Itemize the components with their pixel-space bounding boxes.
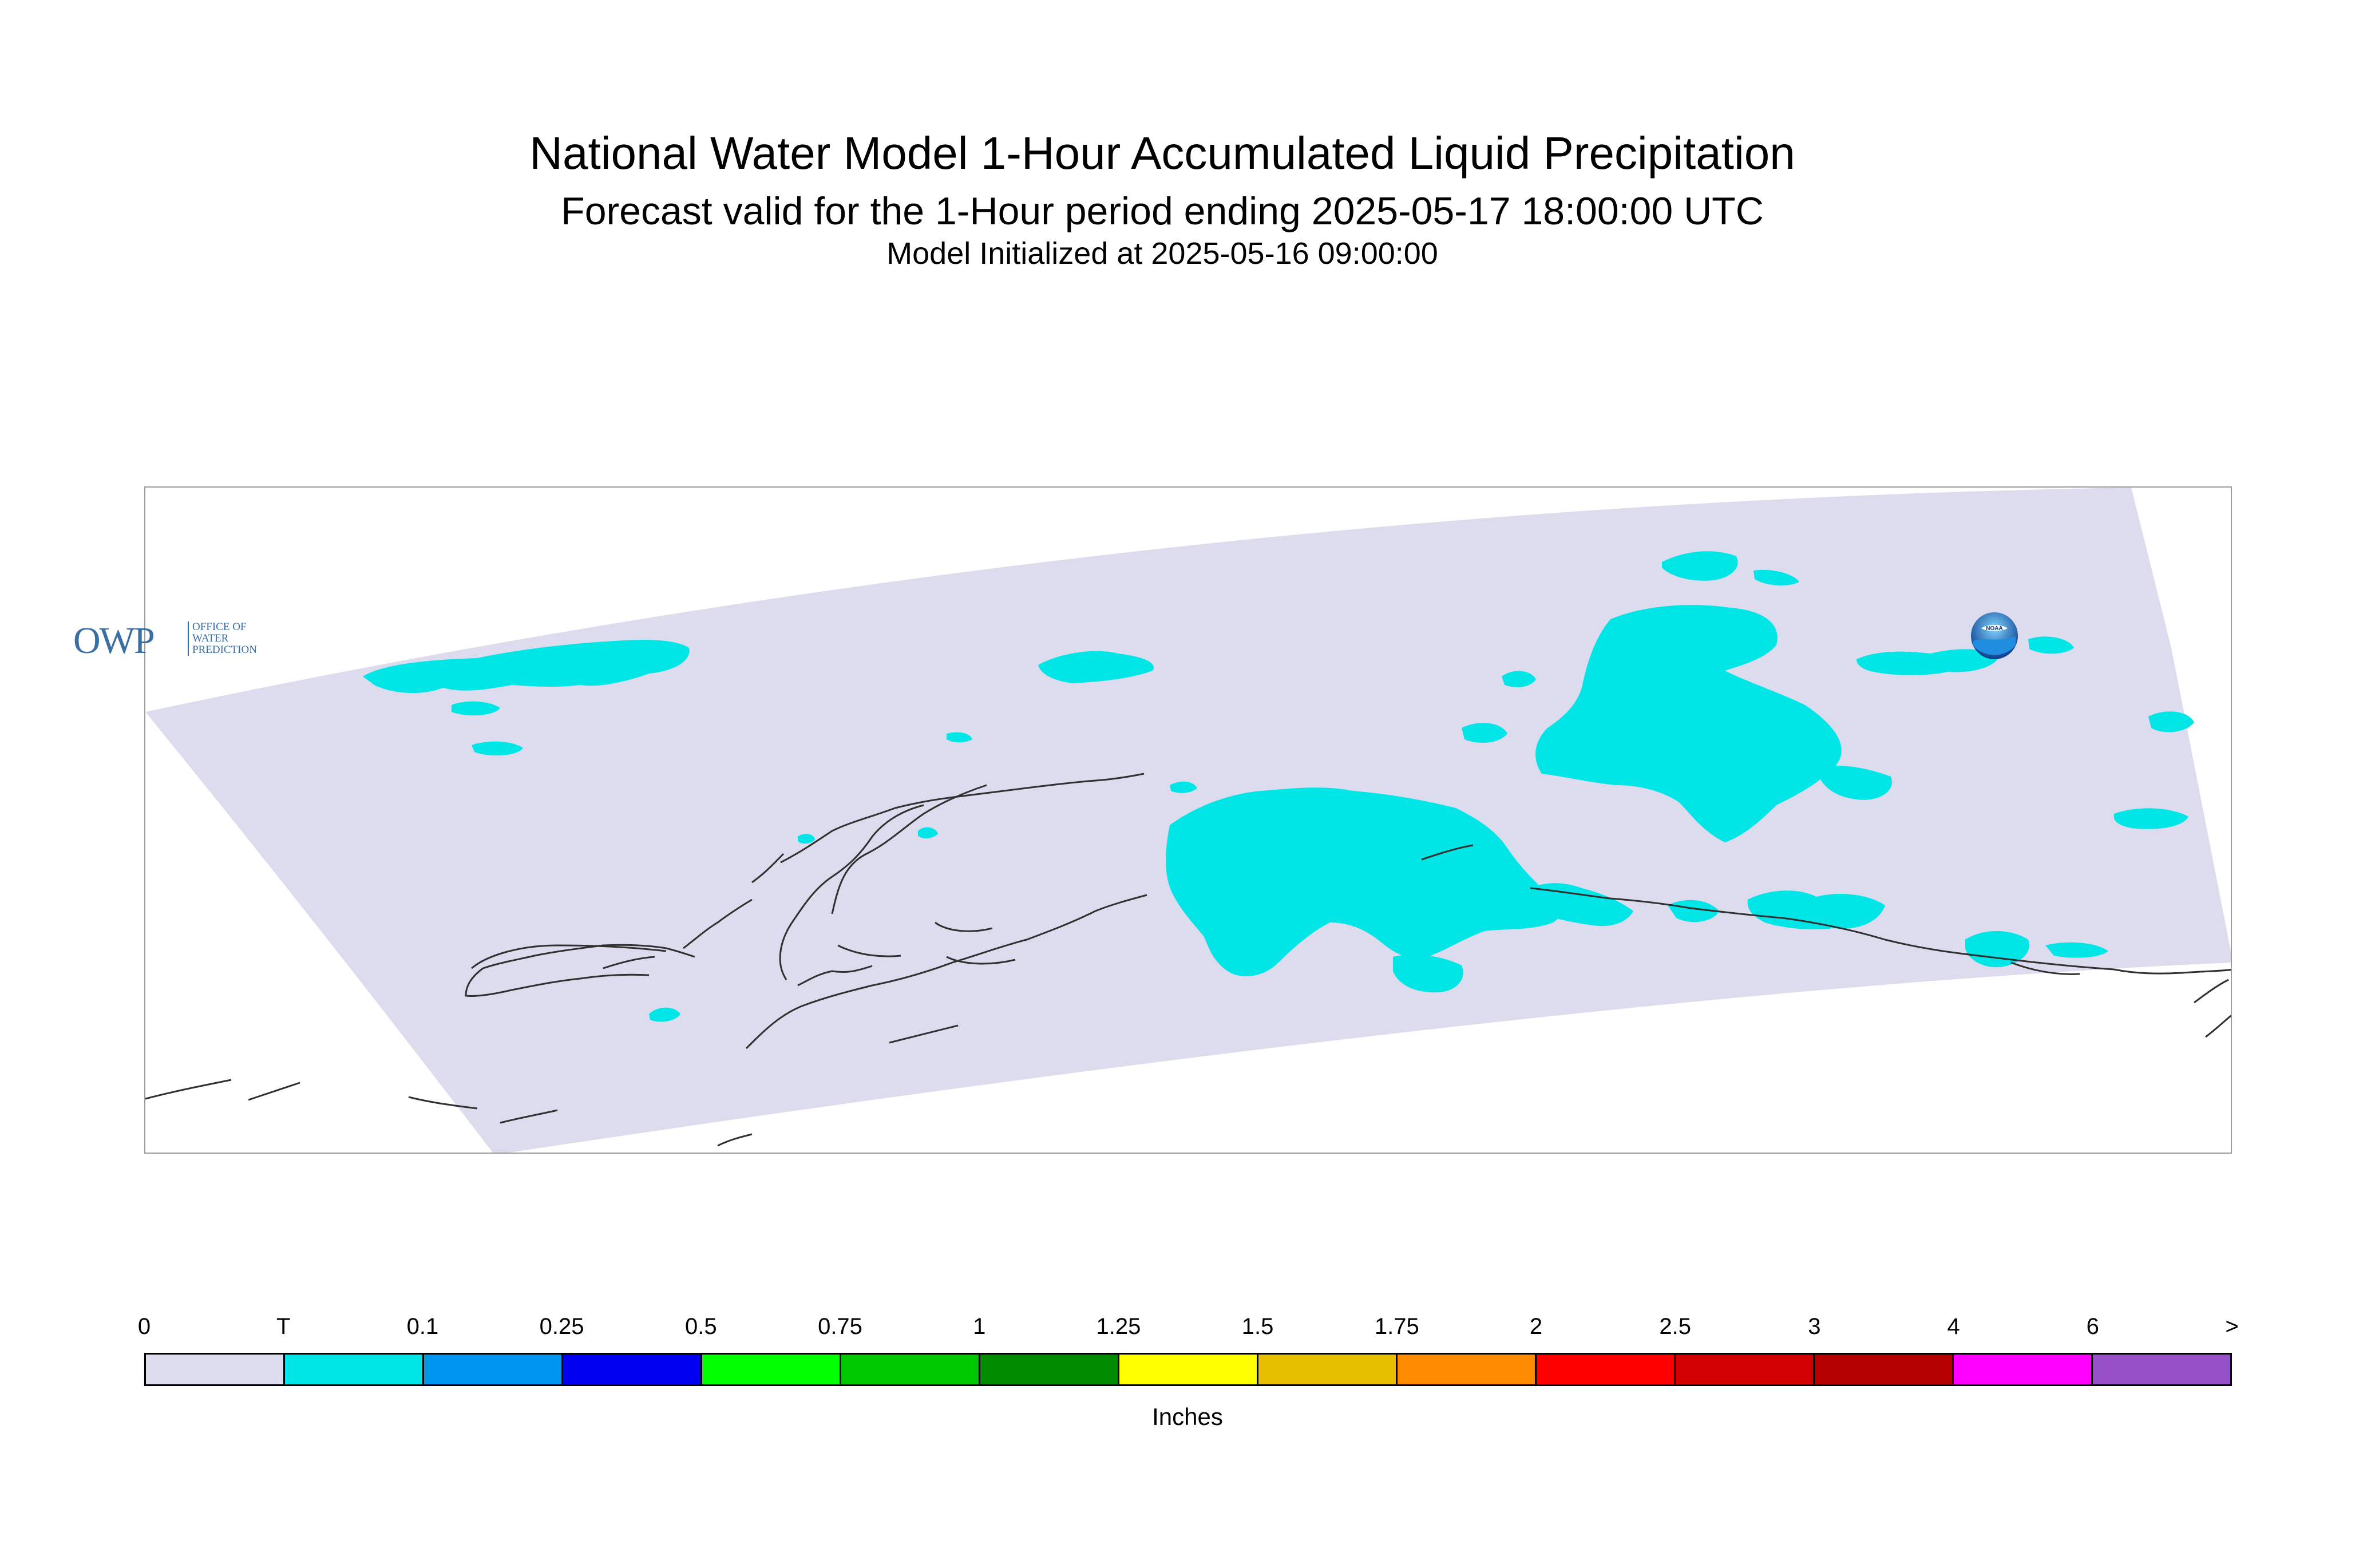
legend-swatch bbox=[1954, 1355, 2093, 1384]
model-init-line: Model Initialized at 2025-05-16 09:00:00 bbox=[886, 236, 1438, 271]
precip-map bbox=[145, 488, 2231, 1153]
map-subtitle: Forecast valid for the 1-Hour period end… bbox=[561, 189, 1764, 233]
legend-swatch bbox=[1119, 1355, 1258, 1384]
legend-tick-label: 6 bbox=[2086, 1314, 2099, 1339]
legend-tick-label: 2.5 bbox=[1659, 1314, 1691, 1339]
coastlines bbox=[145, 773, 2231, 1147]
svg-text:NOAA: NOAA bbox=[1986, 625, 2002, 632]
legend-color-bar bbox=[144, 1353, 2232, 1386]
trace-precip-areas bbox=[363, 551, 2194, 1022]
legend-swatch bbox=[424, 1355, 563, 1384]
legend-swatch bbox=[702, 1355, 841, 1384]
legend-swatch bbox=[146, 1355, 285, 1384]
legend-swatch bbox=[841, 1355, 980, 1384]
legend-swatch bbox=[2093, 1355, 2230, 1384]
map-panel bbox=[144, 486, 2232, 1154]
legend-tick-label: > bbox=[2225, 1314, 2239, 1339]
legend-swatch bbox=[1815, 1355, 1954, 1384]
owp-logo-letters: OWP bbox=[73, 620, 155, 662]
legend-unit-label: Inches bbox=[1152, 1403, 1223, 1430]
legend-tick-label: 1.5 bbox=[1241, 1314, 1274, 1339]
legend-tick-label: 0.1 bbox=[406, 1314, 439, 1339]
color-legend: 0 T 0.1 0.25 0.5 0.75 1 1.25 1.5 1.75 2 2.5 3 4 6 > bbox=[138, 1314, 2239, 1386]
legend-swatch bbox=[285, 1355, 424, 1384]
legend-tick-label: 0.75 bbox=[818, 1314, 862, 1339]
legend-tick-label: 1 bbox=[973, 1314, 986, 1339]
legend-tick-label: 4 bbox=[1947, 1314, 1960, 1339]
legend-tick-label: 2 bbox=[1529, 1314, 1543, 1339]
legend-swatch bbox=[1398, 1355, 1537, 1384]
legend-swatch bbox=[1258, 1355, 1398, 1384]
legend-tick-label: 0.5 bbox=[684, 1314, 717, 1339]
legend-swatch bbox=[980, 1355, 1119, 1384]
owp-logo: OWP OFFICE OF WATER PREDICTION bbox=[73, 618, 291, 664]
legend-tick-label: 3 bbox=[1808, 1314, 1821, 1339]
legend-swatch bbox=[1537, 1355, 1676, 1384]
legend-swatch bbox=[563, 1355, 702, 1384]
owp-logo-text: OFFICE OF WATER PREDICTION bbox=[188, 621, 257, 656]
map-title: National Water Model 1-Hour Accumulated … bbox=[529, 128, 1795, 179]
legend-tick-label: 0 bbox=[137, 1314, 151, 1339]
legend-swatch bbox=[1676, 1355, 1815, 1384]
legend-tick-label: 0.25 bbox=[539, 1314, 584, 1339]
noaa-logo: NOAA bbox=[1970, 611, 2019, 660]
legend-tick-label: T bbox=[276, 1314, 291, 1339]
legend-tick-label: 1.75 bbox=[1374, 1314, 1419, 1339]
legend-tick-label: 1.25 bbox=[1096, 1314, 1141, 1339]
